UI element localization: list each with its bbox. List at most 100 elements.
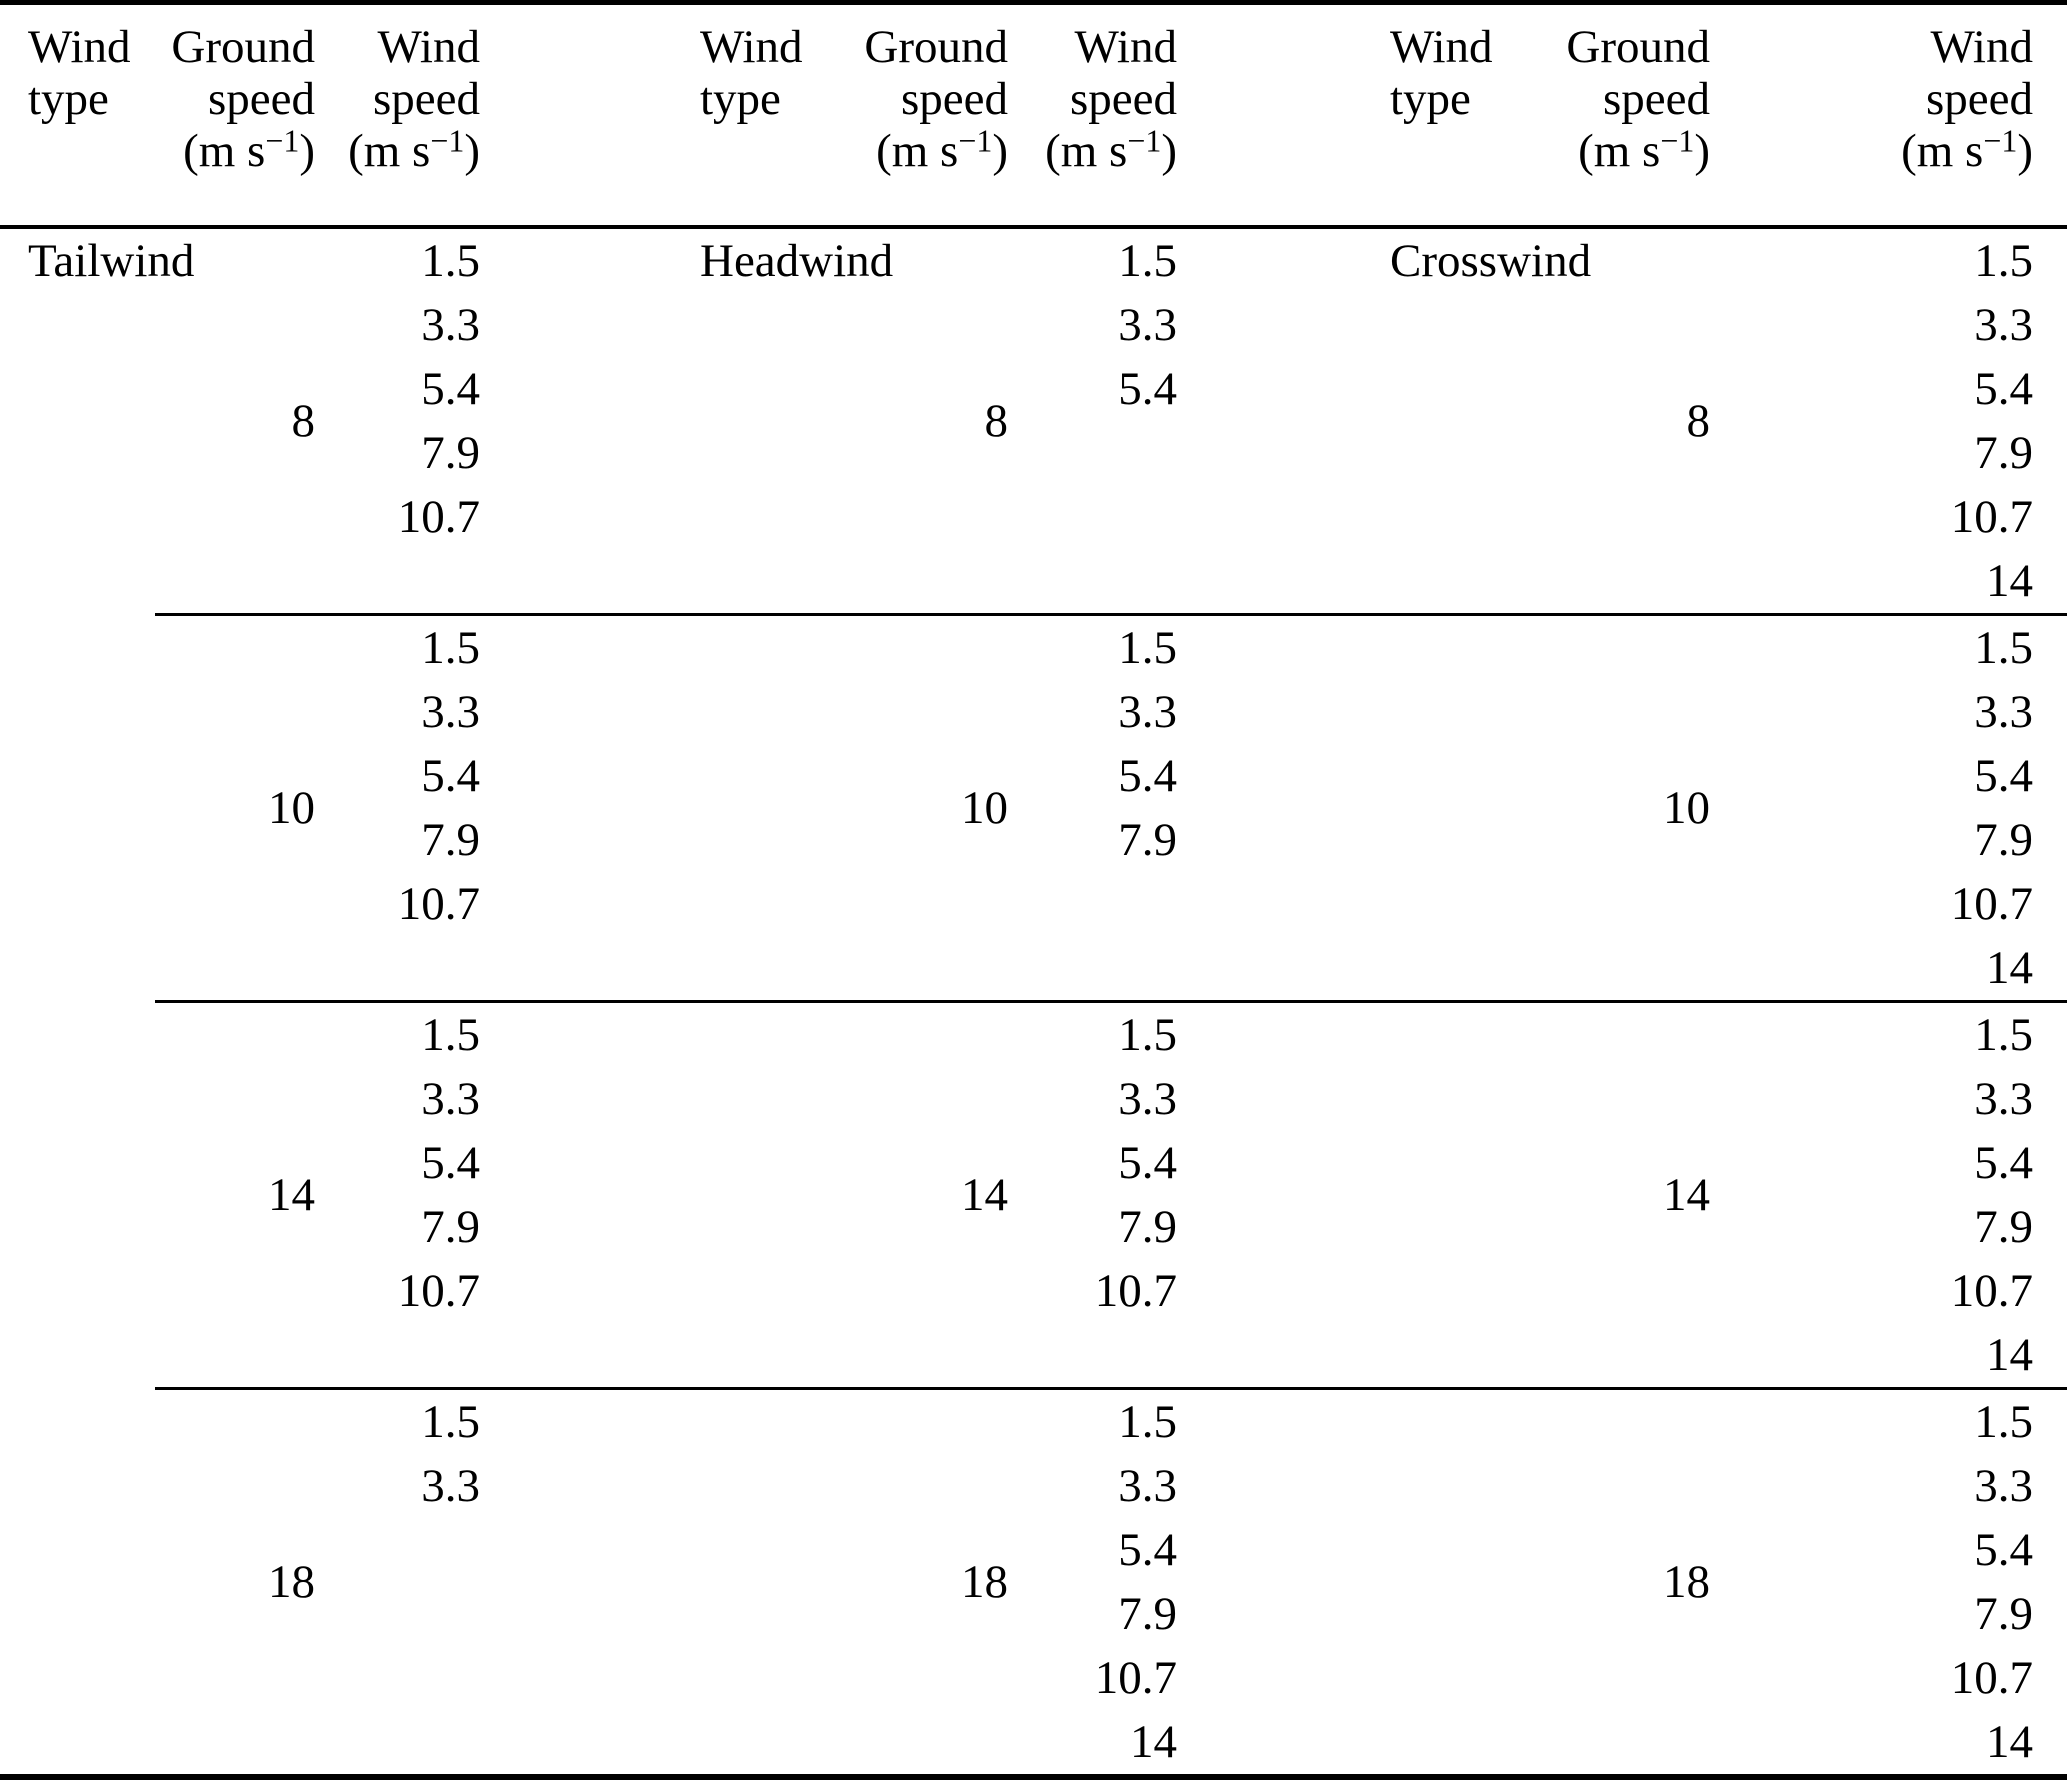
wind-speed-cell: 14 <box>1986 1329 2033 1381</box>
header-line: speed <box>1069 73 1177 125</box>
wind-speed-cell: 3.3 <box>421 1460 480 1512</box>
header-wind-speed-1: Wind speed (m s−1) <box>315 2 480 229</box>
ground-speed-cell: 14 <box>1565 1000 1710 1389</box>
wind-speed-cell: 1.5 <box>1710 1000 2067 1067</box>
wind-speed-cell: 5.4 <box>1974 1524 2033 1576</box>
header-unit: (m s−1) <box>348 123 480 177</box>
table-row: 7.9 7.9 <box>0 1582 2067 1646</box>
table-row: 18 1.5 18 1.5 18 1.5 <box>0 1387 2067 1777</box>
table-row: 5.4 5.4 5.4 <box>0 357 2067 421</box>
wind-speed-cell: 3.3 <box>1118 1073 1177 1125</box>
wind-speed-cell <box>1008 936 1177 1002</box>
wind-speed-cell: 3.3 <box>1974 1073 2033 1125</box>
wind-speed-cell <box>315 1323 480 1389</box>
wind-speed-cell: 7.9 <box>421 814 480 866</box>
wind-speed-cell: 5.4 <box>1974 363 2033 415</box>
wind-speed-cell: 1.5 <box>315 1000 480 1067</box>
wind-type-cell <box>1177 1000 1565 1389</box>
wind-speed-cell: 10.7 <box>1950 1265 2033 1317</box>
table-row: 5.4 5.4 <box>0 1518 2067 1582</box>
wind-type-cell: Headwind <box>700 235 894 287</box>
wind-speed-cell: 7.9 <box>421 1201 480 1253</box>
header-ground-speed-1: Ground speed (m s−1) <box>155 2 315 229</box>
wind-speed-cell: 5.4 <box>1974 750 2033 802</box>
wind-speed-cell: 7.9 <box>1974 1588 2033 1640</box>
wind-speed-cell: 1.5 <box>421 235 480 287</box>
table-row: 7.9 7.9 7.9 <box>0 1195 2067 1259</box>
header-line: Wind <box>1930 21 2033 73</box>
wind-speed-cell: 10.7 <box>1950 1652 2033 1704</box>
header-line: Ground <box>864 21 1008 73</box>
wind-speed-cell: 10.7 <box>1950 878 2033 930</box>
wind-speed-cell: 3.3 <box>1118 1460 1177 1512</box>
wind-speed-cell: 5.4 <box>421 363 480 415</box>
wind-speed-cell: 10.7 <box>397 1265 480 1317</box>
header-line: speed <box>207 73 315 125</box>
wind-type-cell <box>480 1000 855 1389</box>
wind-speed-cell: 1.5 <box>315 613 480 680</box>
wind-speed-cell <box>315 1710 480 1777</box>
wind-speed-cell: 1.5 <box>1974 235 2033 287</box>
header-unit: (m s−1) <box>1045 123 1177 177</box>
wind-speed-cell: 3.3 <box>421 686 480 738</box>
header-unit: (m s−1) <box>183 123 315 177</box>
wind-speed-cell <box>1008 421 1177 485</box>
table-row: 7.9 7.9 7.9 <box>0 808 2067 872</box>
header-line: type <box>700 73 781 125</box>
table-row: Tailwind 8 1.5 Headwind 8 1.5 Crosswind 8 1.5 <box>0 227 2067 447</box>
wind-speed-cell: 3.3 <box>1974 299 2033 351</box>
wind-speed-cell: 5.4 <box>1974 1137 2033 1189</box>
table-row: 7.9 7.9 <box>0 421 2067 485</box>
wind-speed-cell <box>1008 485 1177 549</box>
ground-speed-cell: 8 <box>984 395 1009 447</box>
wind-speed-cell <box>315 1518 480 1582</box>
wind-speed-cell: 1.5 <box>1710 613 2067 680</box>
wind-speed-cell: 3.3 <box>1974 686 2033 738</box>
wind-speed-cell: 5.4 <box>1118 363 1177 415</box>
wind-speed-cell: 10.7 <box>1950 491 2033 543</box>
wind-type-cell <box>1177 613 1565 1002</box>
table-row: 10.7 10.7 10.7 <box>0 1259 2067 1323</box>
wind-speed-cell: 3.3 <box>1118 686 1177 738</box>
header-wind-type-3: Wind type <box>1177 2 1565 229</box>
header-ground-speed-3: Ground speed (m s−1) <box>1565 2 1710 229</box>
wind-speed-cell: 3.3 <box>421 299 480 351</box>
wind-speed-cell <box>1008 872 1177 936</box>
table-row: 10.7 10.7 <box>0 1646 2067 1710</box>
table-row: 14 1.5 14 1.5 14 1.5 <box>0 1000 2067 1389</box>
header-ground-speed-2: Ground speed (m s−1) <box>855 2 1008 229</box>
wind-speed-cell: 10.7 <box>397 491 480 543</box>
ground-speed-cell: 8 <box>291 395 316 447</box>
header-line: Wind <box>1390 21 1493 73</box>
header-unit: (m s−1) <box>876 123 1008 177</box>
wind-speed-cell: 7.9 <box>1974 814 2033 866</box>
wind-speed-cell: 5.4 <box>1118 750 1177 802</box>
header-line: speed <box>1602 73 1710 125</box>
table-row: 10.7 10.7 <box>0 872 2067 936</box>
wind-speed-cell: 1.5 <box>315 1387 480 1454</box>
ground-speed-cell: 10 <box>1565 613 1710 1002</box>
wind-speed-cell: 5.4 <box>421 1137 480 1189</box>
table-row: 10.7 10.7 <box>0 485 2067 549</box>
wind-speed-cell: 14 <box>1130 1716 1177 1768</box>
table-body: Tailwind 8 1.5 Headwind 8 1.5 Crosswind 8 1.5 3.3… <box>0 227 2067 1777</box>
ground-speed-cell: 14 <box>155 1000 315 1389</box>
header-wind-type-2: Wind type <box>480 2 855 229</box>
table-row: 5.4 5.4 5.4 <box>0 744 2067 808</box>
header-unit: (m s−1) <box>1901 123 2033 177</box>
ground-speed-cell: 10 <box>855 613 1008 1002</box>
table-row: 3.3 3.3 3.3 <box>0 1454 2067 1518</box>
table-row: 14 <box>0 549 2067 615</box>
wind-speed-cell: 1.5 <box>1118 235 1177 287</box>
wind-speed-cell <box>315 936 480 1002</box>
wind-speed-cell: 7.9 <box>1118 814 1177 866</box>
header-line: Wind <box>28 21 131 73</box>
wind-speed-cell: 14 <box>1986 555 2033 607</box>
wind-speed-cell: 1.5 <box>1008 613 1177 680</box>
header-line: speed <box>1925 73 2033 125</box>
wind-speed-cell <box>1008 549 1177 615</box>
header-line: Ground <box>171 21 315 73</box>
wind-speed-cell: 10.7 <box>397 878 480 930</box>
wind-speed-cell: 7.9 <box>1974 427 2033 479</box>
